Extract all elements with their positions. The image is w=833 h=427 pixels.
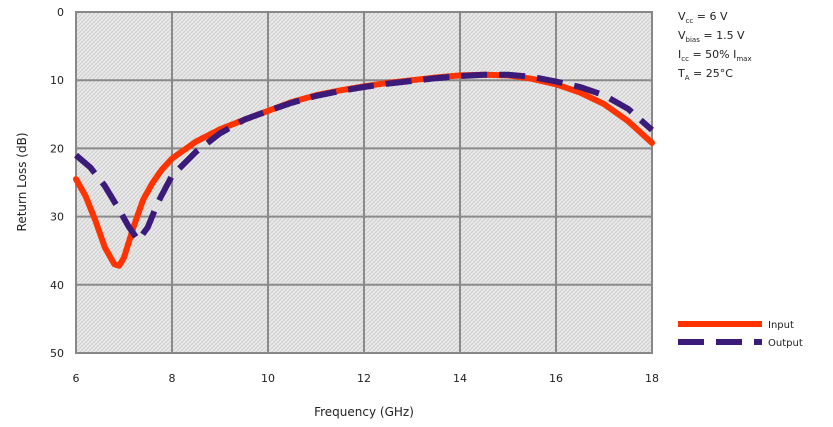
x-tick-label: 10	[261, 372, 275, 385]
condition-line: TA = 25°C	[678, 67, 733, 83]
y-tick-label: 20	[50, 142, 64, 155]
condition-line: Vbias = 1.5 V	[678, 29, 745, 45]
y-axis-title: Return Loss (dB)	[15, 133, 29, 232]
x-tick-label: 8	[169, 372, 176, 385]
x-tick-label: 12	[357, 372, 371, 385]
y-tick-label: 50	[50, 347, 64, 360]
x-tick-label: 6	[73, 372, 80, 385]
x-tick-labels: 6 8 10 12 14 16 18	[73, 372, 660, 385]
y-tick-label: 10	[50, 74, 64, 87]
y-tick-label: 0	[57, 6, 64, 19]
condition-line: Icc = 50% Imax	[678, 48, 752, 64]
series-layer	[73, 71, 655, 269]
x-tick-label: 16	[549, 372, 563, 385]
legend-label-output: Output	[768, 338, 803, 349]
legend-label-input: Input	[768, 320, 794, 331]
x-axis-title: Frequency (GHz)	[314, 405, 414, 419]
x-tick-label: 14	[453, 372, 467, 385]
y-tick-label: 40	[50, 279, 64, 292]
legend: Input Output	[678, 320, 803, 349]
y-tick-labels: 0 10 20 30 40 50	[50, 6, 64, 360]
condition-line: Vcc = 6 V	[678, 10, 728, 26]
x-tick-label: 18	[645, 372, 659, 385]
y-tick-label: 30	[50, 211, 64, 224]
series-line-output	[74, 71, 654, 244]
